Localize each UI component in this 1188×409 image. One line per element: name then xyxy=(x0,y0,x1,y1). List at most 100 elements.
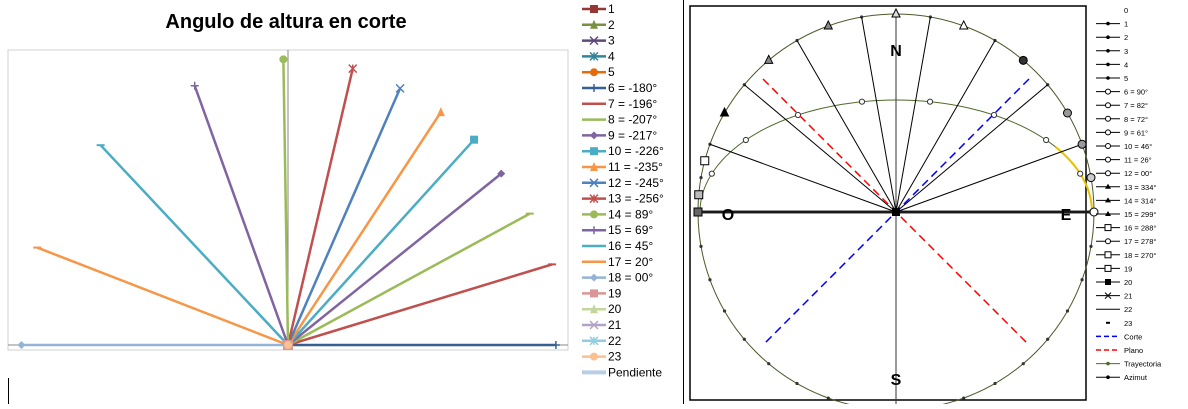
legend-marker-10 xyxy=(590,162,598,171)
outer-tick-12 xyxy=(1065,309,1070,313)
origin-marker-2 xyxy=(284,341,292,349)
polar-legend-marker-5 xyxy=(1106,76,1110,80)
polar-legend-label-15: 15 = 299° xyxy=(1124,210,1156,219)
legend-label-21: 22 xyxy=(608,334,622,348)
polar-legend-label-18: 18 = 270° xyxy=(1124,251,1156,260)
legend-label-19: 20 xyxy=(608,302,622,316)
chart-title: Angulo de altura en corte xyxy=(165,11,406,33)
series-marker-13 xyxy=(279,55,288,64)
legend-label-23: Pendiente xyxy=(608,365,662,379)
polar-legend-label-27: Azimut xyxy=(1124,373,1148,382)
polar-legend-label-24: Corte xyxy=(1124,332,1142,341)
series-line-10 xyxy=(286,111,442,346)
polar-legend-marker-26 xyxy=(1106,361,1110,366)
legend-marker-0 xyxy=(590,5,598,13)
sun-marker-2 xyxy=(763,54,774,64)
legend-marker-1 xyxy=(590,19,598,29)
ray-6 xyxy=(895,40,996,213)
polar-legend-marker-12 xyxy=(1105,170,1111,177)
legend-label-11: 12 = -245° xyxy=(608,176,664,190)
polar-legend-label-20: 20 xyxy=(1124,278,1132,287)
legend-marker-12 xyxy=(589,194,599,204)
series-marker-11 xyxy=(395,83,405,93)
legend-label-10: 11 = -235° xyxy=(608,160,663,174)
legend-marker-9 xyxy=(590,147,598,156)
legend-marker-8 xyxy=(590,131,598,140)
legend-marker-19 xyxy=(590,304,598,314)
cell-border xyxy=(8,378,9,404)
series-line-6 xyxy=(287,263,553,347)
legend-label-6: 7 = -196° xyxy=(608,97,657,111)
label-west: O xyxy=(722,207,734,224)
legend-label-16: 17 = 20° xyxy=(608,255,653,269)
polar-legend-label-25: Plano xyxy=(1124,346,1143,355)
legend-label-14: 15 = 69° xyxy=(608,223,653,237)
legend-marker-11 xyxy=(589,178,599,188)
series-line-8 xyxy=(287,172,503,346)
sun-marker-10 xyxy=(1077,139,1087,149)
legend-marker-17 xyxy=(590,273,598,282)
legend-marker-14 xyxy=(590,226,598,235)
polar-legend-label-10: 10 = 46° xyxy=(1124,142,1152,151)
series-line-12 xyxy=(286,68,354,346)
polar-legend-label-9: 9 = 61° xyxy=(1124,128,1148,137)
series-line-7 xyxy=(287,212,531,347)
outer-tick-23 xyxy=(742,337,746,341)
series-marker-9 xyxy=(470,135,479,144)
series-line-13 xyxy=(282,59,290,346)
polar-legend-marker-8 xyxy=(1105,115,1111,122)
polar-legend-marker-6 xyxy=(1105,88,1111,95)
polar-legend-label-6: 6 = 90° xyxy=(1124,88,1148,97)
sun-marker-7 xyxy=(958,19,969,30)
legend-label-1: 2 xyxy=(608,18,615,32)
legend-label-22: 23 xyxy=(608,350,622,364)
legend-marker-20 xyxy=(589,320,599,330)
series-lines xyxy=(17,55,560,350)
legend-marker-4 xyxy=(590,68,598,77)
legend-label-8: 9 = -217° xyxy=(608,128,657,142)
series-marker-5 xyxy=(551,341,560,349)
trajectory-highlight xyxy=(1054,146,1093,213)
label-north: N xyxy=(890,43,902,60)
outer-tick-15 xyxy=(993,381,997,386)
plot-border xyxy=(689,5,1087,401)
legend-label-3: 4 xyxy=(608,49,615,63)
polar-legend-label-5: 5 xyxy=(1124,74,1128,83)
polar-legend-label-26: Trayectoria xyxy=(1124,360,1162,369)
polar-legend-marker-7 xyxy=(1105,102,1111,109)
polar-legend-label-13: 13 = 334° xyxy=(1124,183,1156,192)
outer-tick-20 xyxy=(826,396,830,400)
polar-legend-marker-11 xyxy=(1105,156,1111,163)
sun-marker-4 xyxy=(700,156,710,166)
polar-legend-label-14: 14 = 314° xyxy=(1124,196,1156,205)
polar-legend-marker-9 xyxy=(1105,129,1111,136)
legend-label-12: 13 = -256° xyxy=(608,192,664,206)
series-line-15 xyxy=(99,144,289,346)
legend-label-18: 19 xyxy=(608,286,622,300)
inner-point-4 xyxy=(858,98,866,105)
legend-label-13: 14 = 89° xyxy=(608,207,653,221)
inner-point-1 xyxy=(708,170,715,177)
legend-marker-18 xyxy=(590,289,598,298)
legend-label-7: 8 = -207° xyxy=(608,113,657,127)
series-line-9 xyxy=(287,138,475,346)
inner-point-7 xyxy=(1043,136,1050,144)
polar-legend-label-12: 12 = 00° xyxy=(1124,169,1152,178)
polar-legend-marker-18 xyxy=(1104,251,1112,259)
outer-tick-10 xyxy=(1089,244,1093,248)
series-marker-10 xyxy=(436,107,445,117)
polar-legend-marker-21 xyxy=(1104,292,1112,299)
sun-marker-0 xyxy=(891,7,901,18)
outer-tick-16 xyxy=(962,396,966,400)
outer-tick-11 xyxy=(1080,278,1084,282)
polar-legend-marker-27 xyxy=(1106,375,1110,380)
outer-tick-22 xyxy=(767,362,771,366)
legend-marker-3 xyxy=(589,51,599,61)
outer-tick-35 xyxy=(860,15,864,19)
outer-tick-25 xyxy=(708,278,712,282)
legend-marker-22 xyxy=(590,352,598,361)
